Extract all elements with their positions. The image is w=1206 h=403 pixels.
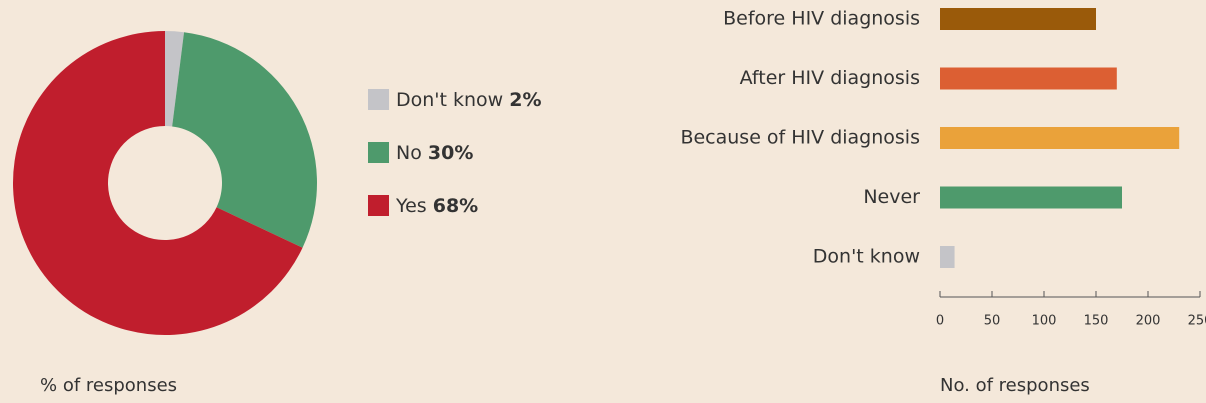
bar <box>940 186 1122 209</box>
x-tick-label: 50 <box>984 314 1001 329</box>
legend-value: 68% <box>433 195 478 217</box>
x-tick-label: 200 <box>1136 314 1161 329</box>
bar <box>940 246 955 268</box>
bar <box>940 127 1180 149</box>
legend-name: No <box>396 142 422 164</box>
y-tick-label: Because of HIV diagnosis <box>680 127 920 149</box>
x-tick-label: 150 <box>1084 314 1109 329</box>
bar <box>940 8 1096 30</box>
y-tick-label: Before HIV diagnosis <box>723 8 920 30</box>
x-tick-label: 250 <box>1188 314 1206 329</box>
pie-slice <box>172 32 318 248</box>
pie-caption: % of responses <box>40 375 177 396</box>
legend-label: Yes 68% <box>395 195 478 217</box>
x-tick-label: 100 <box>1032 314 1057 329</box>
legend-swatch <box>368 142 389 163</box>
bar <box>940 67 1117 90</box>
legend-value: 30% <box>428 142 473 164</box>
legend-name: Yes <box>395 195 427 217</box>
y-tick-label: Don't know <box>813 246 920 268</box>
pie-slice <box>165 31 185 127</box>
y-tick-label: After HIV diagnosis <box>740 67 920 89</box>
legend-name: Don't know <box>396 89 503 111</box>
legend-label: Don't know 2% <box>396 89 542 111</box>
bar-caption: No. of responses <box>940 375 1090 396</box>
legend-label: No 30% <box>396 142 473 164</box>
legend-swatch <box>368 195 389 216</box>
y-tick-label: Never <box>863 186 920 208</box>
x-tick-label: 0 <box>936 314 944 329</box>
legend-value: 2% <box>509 89 541 111</box>
legend-swatch <box>368 89 389 110</box>
pie-slice <box>13 31 303 335</box>
